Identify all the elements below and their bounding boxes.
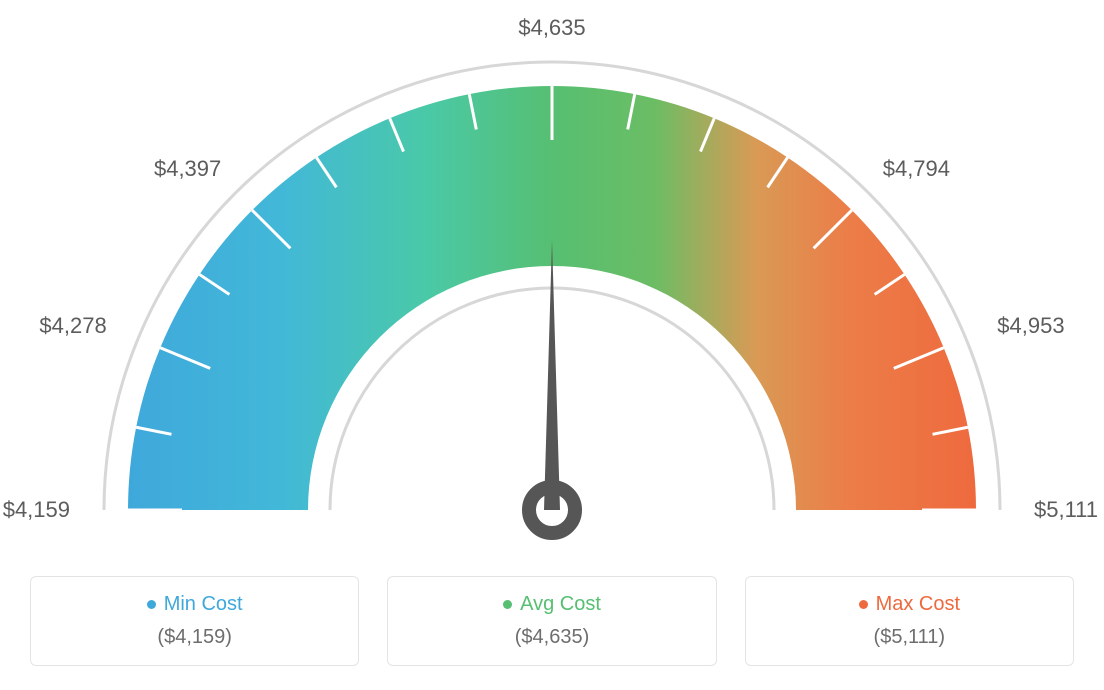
legend-value-avg: ($4,635) bbox=[515, 626, 590, 649]
gauge-tick-label: $4,794 bbox=[883, 156, 950, 182]
legend: Min Cost ($4,159) Avg Cost ($4,635) Max … bbox=[0, 576, 1104, 666]
legend-title-text: Avg Cost bbox=[520, 593, 601, 616]
legend-card-min: Min Cost ($4,159) bbox=[30, 576, 359, 666]
gauge-tick-label: $4,159 bbox=[3, 497, 70, 523]
legend-title-max: Max Cost bbox=[859, 593, 960, 616]
gauge-tick-label: $4,278 bbox=[39, 313, 106, 339]
cost-gauge-chart: $4,159 $4,278 $4,397 $4,635 $4,794 $4,953 $5,1… bbox=[0, 0, 1104, 690]
dot-icon bbox=[147, 600, 156, 609]
gauge-needle bbox=[529, 240, 575, 533]
gauge-tick-label: $5,111 bbox=[1034, 497, 1098, 523]
gauge-svg bbox=[0, 0, 1104, 560]
dot-icon bbox=[859, 600, 868, 609]
legend-card-max: Max Cost ($5,111) bbox=[745, 576, 1074, 666]
legend-title-avg: Avg Cost bbox=[503, 593, 601, 616]
legend-value-min: ($4,159) bbox=[157, 626, 232, 649]
dot-icon bbox=[503, 600, 512, 609]
legend-card-avg: Avg Cost ($4,635) bbox=[387, 576, 716, 666]
gauge-area: $4,159 $4,278 $4,397 $4,635 $4,794 $4,953 $5,1… bbox=[0, 0, 1104, 560]
legend-title-text: Min Cost bbox=[164, 593, 243, 616]
gauge-tick-label: $4,397 bbox=[154, 156, 221, 182]
legend-title-min: Min Cost bbox=[147, 593, 243, 616]
legend-title-text: Max Cost bbox=[876, 593, 960, 616]
gauge-tick-label: $4,953 bbox=[997, 313, 1064, 339]
legend-value-max: ($5,111) bbox=[874, 626, 946, 649]
gauge-tick-label: $4,635 bbox=[518, 15, 585, 41]
